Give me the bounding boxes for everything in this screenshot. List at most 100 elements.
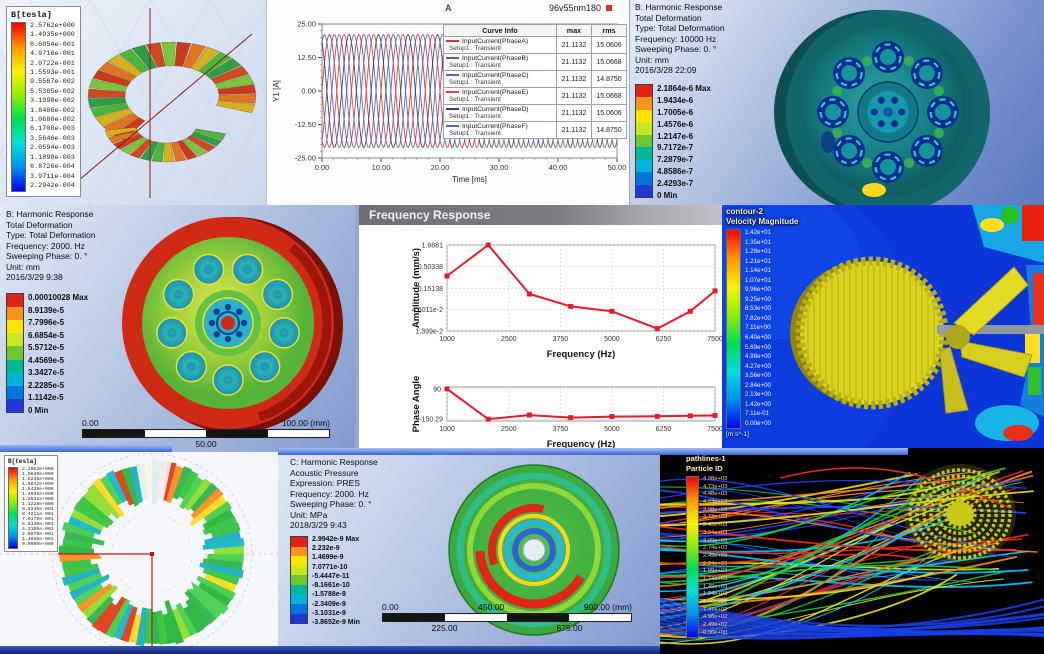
pressure-level-value: -2.3409e-9: [312, 600, 346, 608]
flux-level-list: 2.5762e+000 1.4935e+000 8.6054e-001 4.9716e…: [30, 22, 75, 190]
curve-row[interactable]: InputCurrent(PhaseF) Setup1 : Transient 2…: [443, 121, 627, 139]
flux-level-value: 5.5385e-002: [30, 87, 75, 96]
deformation-colorbar: [635, 84, 653, 198]
flux-level-value: 4.2105e-001: [22, 527, 54, 532]
curve-color-swatch: [446, 74, 459, 77]
pathlines-name: pathlines-1: [686, 454, 726, 463]
pressure-legend: 2.9942e-9 Max 2.232e-9 1.4699e-9 7.0771e-10…: [290, 536, 360, 626]
flux-level-value: 1.5439e+000: [22, 487, 54, 492]
ruler-label: 225.00: [431, 623, 458, 633]
wheel-3d-viewport[interactable]: [630, 0, 1044, 205]
flux-level-value: 2.2942e-004: [30, 181, 75, 190]
curve-max-value: 21.1132: [556, 36, 592, 54]
curve-row[interactable]: InputCurrent(PhaseE) Setup1 : Transient 2…: [443, 87, 627, 105]
pathlines-viewport[interactable]: [660, 448, 1044, 654]
svg-text:0.15138: 0.15138: [418, 286, 443, 293]
flux-colorbar-legend: B[tesla] 2.5762e+000 1.4935e+000 8.6054e-0…: [6, 6, 81, 197]
ruler-top-labels: 0.00 450.00 900.00 (mm): [382, 602, 632, 612]
wheel-3d-viewport[interactable]: [0, 205, 358, 452]
pressure-level-value: -8.1661e-10: [312, 582, 350, 590]
svg-text:Phase Angle: Phase Angle: [411, 376, 422, 433]
curve-setup: Setup1 : Transient: [449, 130, 501, 137]
velocity-level-value: 3.56e+00: [745, 372, 771, 380]
deformation-colorbar: [6, 293, 24, 413]
svg-text:Y1 [A]: Y1 [A]: [272, 80, 281, 102]
velocity-level-value: 6.40e+00: [745, 334, 771, 342]
curve-row[interactable]: InputCurrent(PhaseB) Setup1 : Transient 2…: [443, 53, 627, 71]
window-title-bar[interactable]: Frequency Response: [359, 205, 722, 225]
curve-setup: Setup1 : Transient: [449, 45, 501, 52]
velocity-level-value: 9.25e+00: [745, 295, 771, 303]
result-info-line: B: Harmonic Response: [635, 2, 723, 12]
curve-rms-value: 15.0606: [591, 104, 627, 122]
deformation-level-value: 7.2879e-7: [657, 155, 694, 165]
velocity-level-value: 1.42e+01: [745, 229, 771, 236]
flux-level-value: 9.8246e-001: [22, 507, 54, 512]
result-info-line: Type: Total Deformation: [6, 230, 96, 240]
contour-name: contour-2: [726, 207, 763, 216]
result-info-line: Acoustic Pressure: [290, 467, 359, 478]
panel-particle-pathlines: pathlines-1 Particle ID 4.98e+03 4.73e+03…: [660, 448, 1044, 654]
svg-text:3750: 3750: [553, 336, 569, 343]
window-edge-strip: [278, 448, 908, 455]
particle-level-value: 1.74e+03: [703, 575, 728, 582]
svg-text:5000: 5000: [604, 336, 620, 343]
pathlines-variable: Particle ID: [686, 463, 723, 473]
flux-level-value: 1.1228e+000: [22, 502, 54, 507]
curve-name: InputCurrent(PhaseE): [462, 89, 529, 96]
particle-level-value: 9.96e+02: [703, 599, 728, 605]
flux-level-value: 6.1708e-003: [30, 125, 75, 134]
svg-text:1000: 1000: [439, 426, 455, 433]
flux-legend-title: B[tesla]: [8, 458, 37, 465]
flux-level-list: 2.1053e+000 1.9649e+000 1.8246e+000 1.6842e…: [22, 467, 54, 547]
svg-text:10.00: 10.00: [372, 163, 391, 172]
curve-rms-value: 14.8750: [591, 70, 627, 88]
curve-row[interactable]: InputCurrent(PhaseD) Setup1 : Transient 2…: [443, 104, 627, 122]
result-info-text: B: Harmonic Response Total Deformation Typ…: [6, 209, 96, 283]
cfd-viewport[interactable]: [722, 205, 1044, 455]
flux-level-value: 1.9649e+000: [22, 472, 54, 477]
curve-name: InputCurrent(PhaseA): [462, 38, 529, 45]
curve-row[interactable]: InputCurrent(PhaseA) Setup1 : Transient 2…: [443, 36, 627, 54]
ruler-label: 900.00 (mm): [583, 602, 632, 612]
deformation-level-value: 7.7996e-5: [28, 318, 65, 328]
frequency-response-chart-canvas[interactable]: 1.68810.503380.151384.6011e-21.399e-2100…: [359, 205, 722, 455]
deformation-level-value: 6.6854e-5: [28, 330, 65, 340]
flux-colorbar: [8, 467, 18, 549]
flux-legend-title: B[tesla]: [11, 10, 52, 20]
result-info-line: Sweeping Phase: 0. °: [6, 251, 88, 261]
pressure-level-value: -5.4447e-11: [312, 572, 350, 580]
window-edge-strip: [0, 445, 172, 452]
particle-level-value: 7.47e+02: [703, 606, 728, 613]
result-info-line: Type: Total Deformation: [635, 23, 725, 33]
particle-level-list: 4.98e+03 4.73e+03 4.48e+03 4.23e+03 3.98e+03…: [703, 476, 727, 636]
svg-text:1.6881: 1.6881: [422, 243, 444, 250]
velocity-level-value: 1.21e+01: [745, 257, 771, 265]
contour-variable: Velocity Magnitude: [726, 216, 799, 226]
svg-text:-150.29: -150.29: [419, 417, 443, 424]
curve-rms-value: 14.8750: [591, 121, 627, 139]
ruler-label: 675.00: [556, 623, 583, 633]
curve-row[interactable]: InputCurrent(PhaseC) Setup1 : Transient 2…: [443, 70, 627, 88]
particle-level-value: 3.98e+03: [703, 506, 728, 513]
panel-input-currents-plot: 25.00 12.50 0.00 -12.50 -25.00 0.00 10.00 20.00…: [266, 0, 630, 208]
particle-level-value: 2.49e+03: [703, 552, 728, 559]
deformation-level-value: 1.9434e-6: [657, 95, 694, 105]
flux-level-value: 9.5567e-002: [30, 78, 75, 87]
svg-text:1.399e-2: 1.399e-2: [415, 329, 443, 336]
curve-max-value: 21.1132: [556, 53, 592, 71]
deformation-level-value: 1.2147e-6: [657, 131, 694, 141]
deformation-level-list: 2.1864e-6 Max 1.9434e-6 1.7005e-6 1.4576e-6…: [657, 84, 711, 200]
svg-text:50.00: 50.00: [608, 163, 627, 172]
ruler-end-label: 100.00 (mm): [281, 418, 330, 428]
svg-text:40.00: 40.00: [549, 163, 568, 172]
coil-3d-viewport[interactable]: [0, 0, 266, 205]
svg-text:Amplitude (mm/s): Amplitude (mm/s): [411, 248, 422, 328]
result-info-text: C: Harmonic Response Acoustic Pressure Exp…: [290, 457, 378, 531]
deformation-legend: 0.00010028 Max 8.9139e-5 7.7996e-5 6.6854e-…: [6, 293, 88, 415]
flux-level-value: 1.8246e+000: [22, 477, 54, 482]
pressure-level-value: -1.5788e-9: [312, 591, 346, 599]
flux-level-value: 1.8486e-002: [30, 106, 75, 115]
deformation-level-value: 4.4569e-5: [28, 355, 65, 365]
rotor-contour-viewport[interactable]: [0, 452, 278, 654]
